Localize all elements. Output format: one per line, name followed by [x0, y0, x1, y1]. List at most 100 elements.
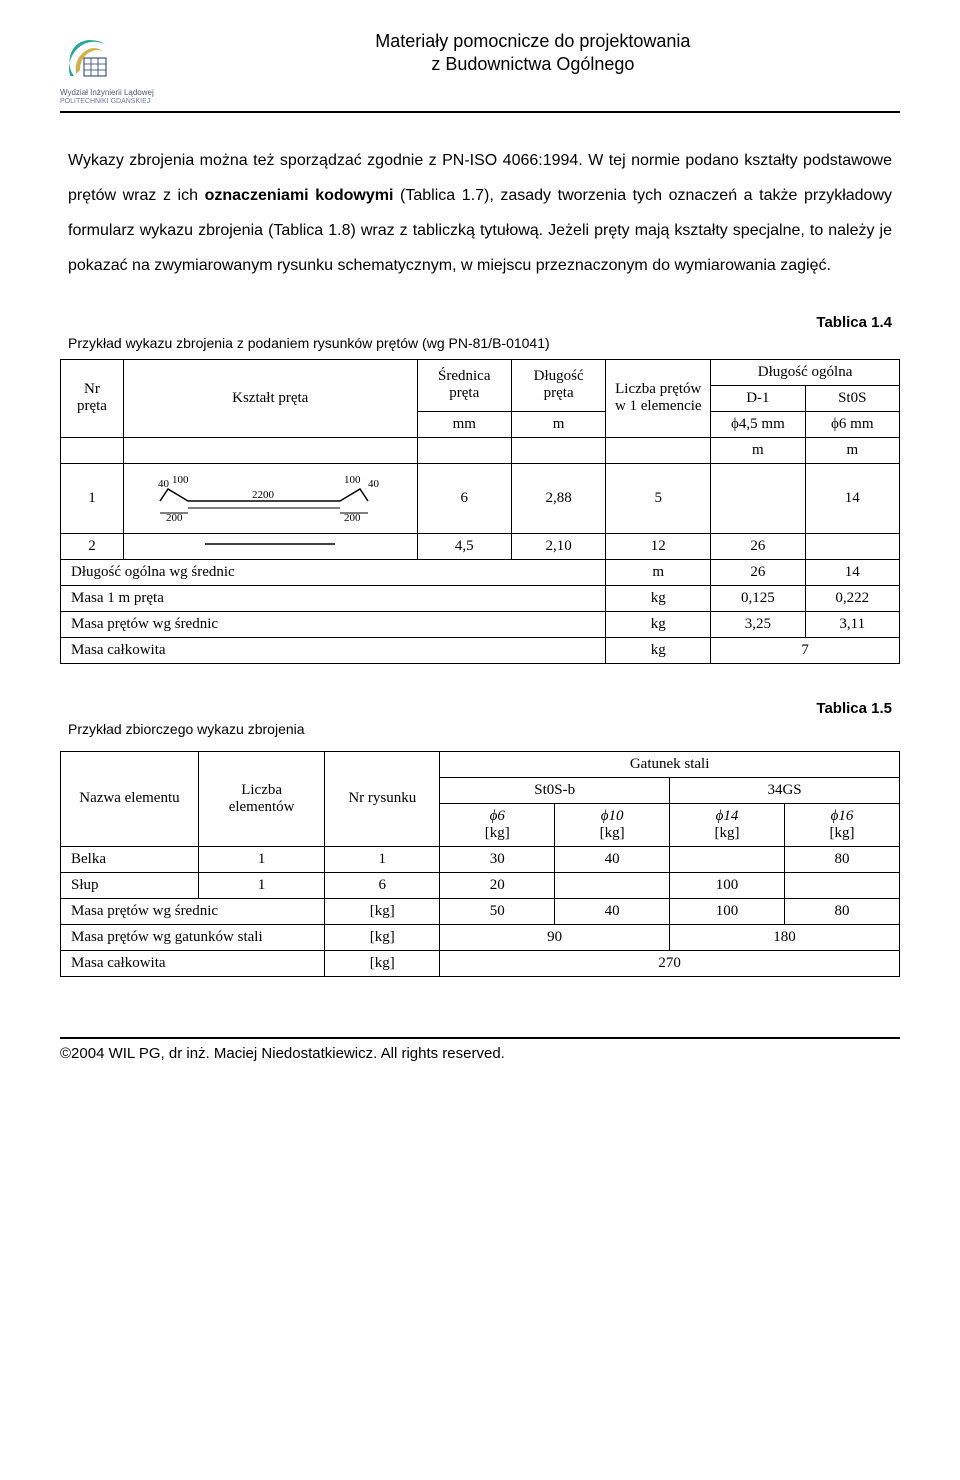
- col-dlugosc: Długość pręta: [511, 359, 605, 411]
- svg-text:200: 200: [344, 512, 361, 521]
- logo-caption-2: POLITECHNIKI GDAŃSKIEJ: [60, 98, 154, 105]
- t15-sred-unit: [kg]: [325, 898, 440, 924]
- t15-belka-liczba: 1: [198, 846, 324, 872]
- t15-slup-p14: 100: [670, 872, 785, 898]
- t15-sred-p16: 80: [785, 898, 900, 924]
- t15-belka-p10: 40: [555, 846, 670, 872]
- row1-liczba: 5: [606, 463, 711, 533]
- institution-logo: Wydział Inżynierii Lądowej POLITECHNIKI …: [60, 30, 154, 105]
- svg-text:100: 100: [172, 474, 189, 486]
- sum1-label: Długość ogólna wg średnic: [61, 559, 606, 585]
- col-d1: D-1: [711, 385, 805, 411]
- t15-slup-nazwa: Słup: [61, 872, 199, 898]
- t15-total-unit: [kg]: [325, 950, 440, 976]
- t15-belka-nr: 1: [325, 846, 440, 872]
- body-paragraph: Wykazy zbrojenia można też sporządzać zg…: [68, 143, 892, 284]
- t15-gat-unit: [kg]: [325, 924, 440, 950]
- row2-nr: 2: [61, 533, 124, 559]
- t15-total-v: 270: [440, 950, 900, 976]
- t15-slup-p16: [785, 872, 900, 898]
- footer-text: ©2004 WIL PG, dr inż. Maciej Niedostatki…: [60, 1045, 900, 1062]
- svg-text:40: 40: [368, 478, 380, 490]
- t15-phi10: ϕ10[kg]: [555, 803, 670, 846]
- row1-shape: 40 100 2200 100 40 200 200: [123, 463, 417, 533]
- header-subtitle: z Budownictwa Ogólnego: [166, 53, 900, 76]
- t15-col-liczba: Liczba elementów: [198, 751, 324, 846]
- row2-dlugosc: 2,10: [511, 533, 605, 559]
- sum1-v2: 14: [805, 559, 899, 585]
- sum4-v: 7: [711, 637, 900, 663]
- sum3-unit: kg: [606, 611, 711, 637]
- t15-slup-p6: 20: [440, 872, 555, 898]
- tablica-1-4-caption: Przykład wykazu zbrojenia z podaniem rys…: [68, 335, 892, 351]
- sum2-v2: 0,222: [805, 585, 899, 611]
- row2-st0s: [805, 533, 899, 559]
- tablica-1-5-caption: Przykład zbiorczego wykazu zbrojenia: [68, 721, 892, 737]
- sum2-unit: kg: [606, 585, 711, 611]
- t15-sred-label: Masa prętów wg średnic: [61, 898, 325, 924]
- col-phi45: ϕ4,5 mm: [711, 411, 805, 437]
- row1-st0s: 14: [805, 463, 899, 533]
- t15-gat-v2: 180: [670, 924, 900, 950]
- row2-d1: 26: [711, 533, 805, 559]
- row1-srednica: 6: [417, 463, 511, 533]
- col-liczba: Liczba prętów w 1 elemencie: [606, 359, 711, 437]
- row1-nr: 1: [61, 463, 124, 533]
- unit-m: m: [511, 411, 605, 437]
- t15-phi16: ϕ16[kg]: [785, 803, 900, 846]
- t15-phi14: ϕ14[kg]: [670, 803, 785, 846]
- t15-col-34gs: 34GS: [670, 777, 900, 803]
- tablica-1-5-label: Tablica 1.5: [68, 700, 892, 717]
- footer-rule: [60, 1037, 900, 1039]
- t15-belka-p14: [670, 846, 785, 872]
- sum3-label: Masa prętów wg średnic: [61, 611, 606, 637]
- page-header: Wydział Inżynierii Lądowej POLITECHNIKI …: [60, 30, 900, 105]
- col-st0s: St0S: [805, 385, 899, 411]
- t15-col-nazwa: Nazwa elementu: [61, 751, 199, 846]
- t15-belka-p6: 30: [440, 846, 555, 872]
- t15-gat-v1: 90: [440, 924, 670, 950]
- col-srednica: Średnica pręta: [417, 359, 511, 411]
- sum2-v1: 0,125: [711, 585, 805, 611]
- svg-text:100: 100: [344, 474, 361, 486]
- t15-slup-p10: [555, 872, 670, 898]
- t15-col-nr: Nr rysunku: [325, 751, 440, 846]
- sum1-unit: m: [606, 559, 711, 585]
- sum2-label: Masa 1 m pręta: [61, 585, 606, 611]
- sum3-v1: 3,25: [711, 611, 805, 637]
- t15-sred-p14: 100: [670, 898, 785, 924]
- sum1-v1: 26: [711, 559, 805, 585]
- row2-liczba: 12: [606, 533, 711, 559]
- t15-slup-liczba: 1: [198, 872, 324, 898]
- t15-gat-label: Masa prętów wg gatunków stali: [61, 924, 325, 950]
- row1-d1: [711, 463, 805, 533]
- svg-text:200: 200: [166, 512, 183, 521]
- t15-belka-nazwa: Belka: [61, 846, 199, 872]
- t15-belka-p16: 80: [785, 846, 900, 872]
- logo-caption-1: Wydział Inżynierii Lądowej: [60, 89, 154, 98]
- col-ksztalt: Kształt pręta: [123, 359, 417, 437]
- header-rule: [60, 111, 900, 113]
- sum3-v2: 3,11: [805, 611, 899, 637]
- sum4-label: Masa całkowita: [61, 637, 606, 663]
- table-1-5: Nazwa elementu Liczba elementów Nr rysun…: [60, 751, 900, 977]
- sum4-unit: kg: [606, 637, 711, 663]
- row2-srednica: 4,5: [417, 533, 511, 559]
- t15-sred-p6: 50: [440, 898, 555, 924]
- row1-dlugosc: 2,88: [511, 463, 605, 533]
- t15-col-gatunek: Gatunek stali: [440, 751, 900, 777]
- t15-phi6: ϕ6[kg]: [440, 803, 555, 846]
- svg-text:2200: 2200: [252, 489, 275, 501]
- unit-m-3: m: [805, 437, 899, 463]
- header-title: Materiały pomocnicze do projektowania: [166, 30, 900, 53]
- t15-total-label: Masa całkowita: [61, 950, 325, 976]
- col-phi6: ϕ6 mm: [805, 411, 899, 437]
- t15-sred-p10: 40: [555, 898, 670, 924]
- t15-col-st0sb: St0S-b: [440, 777, 670, 803]
- table-1-4: Nr pręta Kształt pręta Średnica pręta Dł…: [60, 359, 900, 664]
- col-nr: Nr pręta: [61, 359, 124, 437]
- svg-text:40: 40: [158, 478, 170, 490]
- unit-mm: mm: [417, 411, 511, 437]
- col-dlog: Długość ogólna: [711, 359, 900, 385]
- tablica-1-4-label: Tablica 1.4: [68, 314, 892, 331]
